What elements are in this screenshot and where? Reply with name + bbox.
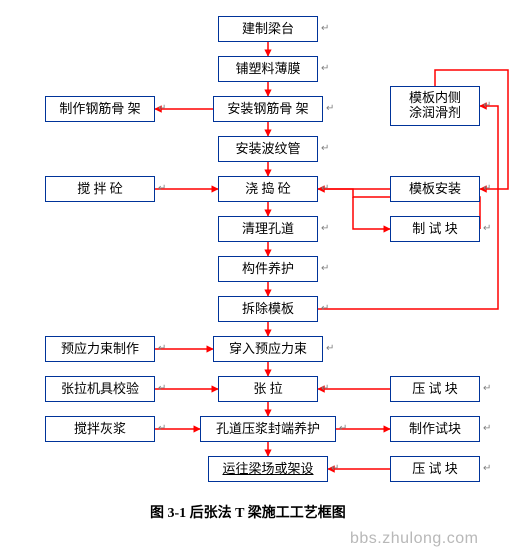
node-label: 运往梁场或架设 [222, 462, 313, 477]
flowchart-canvas: 建制梁台↵铺塑料薄膜↵制作钢筋骨 架↵安装钢筋骨 架↵模板内侧 涂润滑剂↵安装波… [0, 0, 531, 560]
node-label: 预应力束制作 [61, 342, 139, 357]
node-label: 模板内侧 涂润滑剂 [409, 91, 461, 121]
node-n_ysk1: 压 试 块 [390, 376, 480, 402]
node-n_cryyl: 穿入预应力束 [213, 336, 323, 362]
node-n_kdyj: 孔道压浆封端养护 [200, 416, 336, 442]
node-n_bwg: 安装波纹管 [218, 136, 318, 162]
node-n_zzsk: 制作试块 [390, 416, 480, 442]
node-n_gjyh: 构件养护 [218, 256, 318, 282]
node-label: 铺塑料薄膜 [235, 62, 300, 77]
node-n_mbaz: 模板安装 [390, 176, 480, 202]
node-label: 孔道压浆封端养护 [216, 422, 320, 437]
node-label: 浇 捣 砼 [245, 182, 291, 197]
node-n_mbnr: 模板内侧 涂润滑剂 [390, 86, 480, 126]
node-n_ysk2: 压 试 块 [390, 456, 480, 482]
figure-caption: 图 3-1 后张法 T 梁施工工艺框图 [150, 502, 346, 522]
node-label: 穿入预应力束 [229, 342, 307, 357]
node-label: 张 拉 [253, 382, 282, 397]
node-n_ywlc: 运往梁场或架设 [208, 456, 328, 482]
node-n_angj: 安装钢筋骨 架 [213, 96, 323, 122]
node-label: 安装波纹管 [235, 142, 300, 157]
node-n_jbhj: 搅拌灰浆 [45, 416, 155, 442]
node-n_ccmb: 拆除模板 [218, 296, 318, 322]
node-n_zuogj: 制作钢筋骨 架 [45, 96, 155, 122]
node-n_zljy: 张拉机具校验 [45, 376, 155, 402]
node-label: 压 试 块 [412, 382, 458, 397]
node-n_jiaodao: 浇 捣 砼 [218, 176, 318, 202]
node-label: 建制梁台 [242, 22, 294, 37]
node-label: 张拉机具校验 [61, 382, 139, 397]
node-label: 压 试 块 [412, 462, 458, 477]
node-n_zhangla: 张 拉 [218, 376, 318, 402]
node-label: 安装钢筋骨 架 [227, 102, 308, 117]
node-label: 拆除模板 [242, 302, 294, 317]
watermark-text: bbs.zhulong.com [350, 530, 478, 548]
node-label: 制作试块 [409, 422, 461, 437]
node-label: 模板安装 [409, 182, 461, 197]
node-n_pumo: 铺塑料薄膜 [218, 56, 318, 82]
node-label: 搅 拌 砼 [77, 182, 123, 197]
node-n_jianzhi: 建制梁台 [218, 16, 318, 42]
node-label: 搅拌灰浆 [74, 422, 126, 437]
node-label: 制 试 块 [412, 222, 458, 237]
node-label: 制作钢筋骨 架 [59, 102, 140, 117]
node-label: 构件养护 [242, 262, 294, 277]
node-n_zsk: 制 试 块 [390, 216, 480, 242]
node-n_qlkd: 清理孔道 [218, 216, 318, 242]
node-n_jiaoban: 搅 拌 砼 [45, 176, 155, 202]
node-n_yylzz: 预应力束制作 [45, 336, 155, 362]
node-label: 清理孔道 [242, 222, 294, 237]
